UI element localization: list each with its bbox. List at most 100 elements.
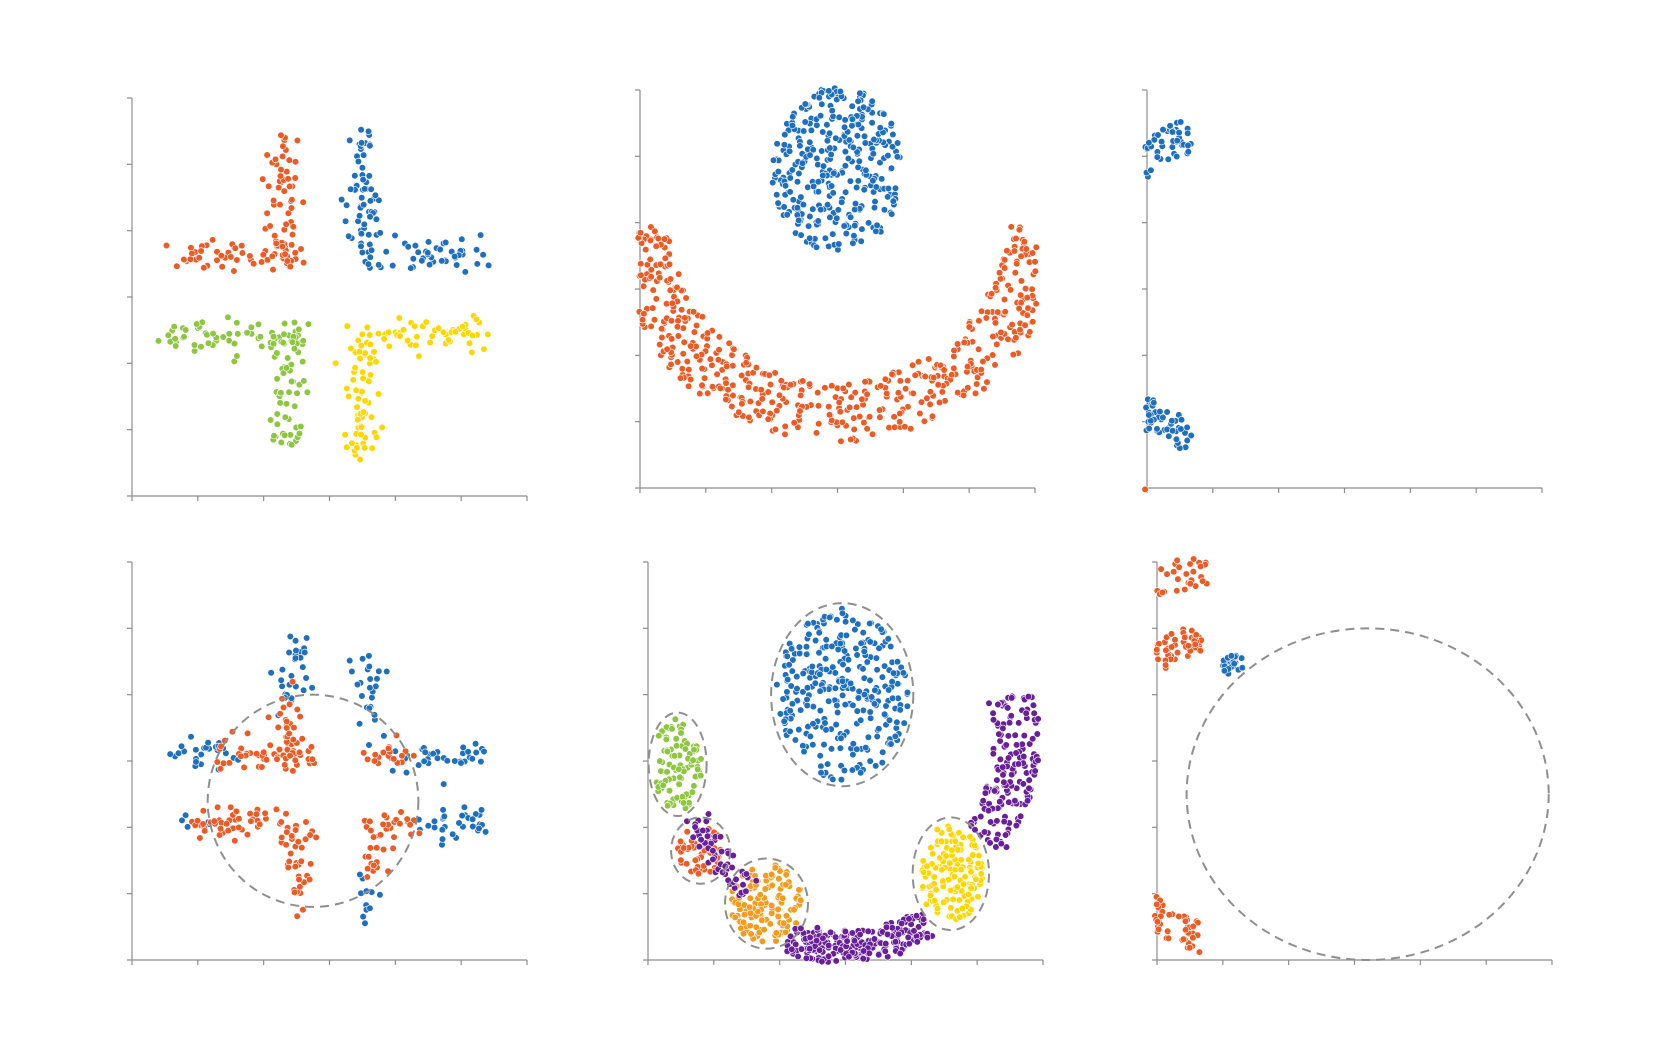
point [364, 127, 373, 136]
point [806, 933, 814, 942]
point [916, 409, 924, 418]
point [917, 398, 926, 406]
point [774, 199, 782, 207]
point [1024, 304, 1032, 312]
point [842, 631, 850, 639]
point [950, 364, 958, 372]
point [695, 843, 703, 851]
point [746, 903, 754, 911]
point [818, 100, 826, 108]
point [841, 116, 849, 124]
point [225, 330, 233, 338]
point [302, 835, 310, 843]
point [247, 817, 255, 825]
point [826, 213, 834, 221]
point [833, 214, 841, 222]
point [910, 927, 918, 935]
point [855, 687, 863, 695]
point [154, 337, 163, 345]
point [713, 370, 721, 378]
point [780, 141, 788, 149]
point [258, 258, 266, 266]
point [269, 333, 278, 341]
point [859, 665, 867, 673]
point [835, 240, 843, 248]
point [208, 236, 217, 244]
point [878, 759, 886, 767]
point [279, 703, 288, 712]
point [281, 413, 289, 421]
point [293, 912, 301, 920]
point [774, 905, 782, 914]
point [1012, 821, 1021, 830]
point [233, 256, 241, 264]
point [190, 341, 199, 349]
point [816, 707, 824, 715]
point [989, 750, 997, 758]
point [296, 713, 304, 721]
point [794, 952, 802, 961]
point [278, 242, 286, 251]
point [820, 741, 828, 749]
point [773, 680, 781, 689]
point [1032, 243, 1040, 251]
point [213, 758, 221, 766]
point [752, 364, 760, 372]
point [480, 747, 488, 756]
point [1182, 570, 1190, 578]
point [1186, 580, 1194, 588]
point [732, 875, 740, 884]
point [293, 136, 301, 145]
point [745, 413, 753, 422]
point [170, 323, 178, 331]
point [764, 415, 772, 423]
point [649, 304, 657, 312]
point [1001, 308, 1009, 316]
point [1031, 258, 1039, 266]
point [923, 394, 931, 402]
point [920, 417, 929, 425]
point [806, 234, 814, 242]
point [851, 199, 860, 208]
point [182, 326, 190, 334]
point [1169, 427, 1177, 435]
point [825, 697, 833, 705]
point [696, 390, 704, 398]
point [299, 663, 307, 671]
point [722, 395, 730, 404]
point [1004, 335, 1012, 343]
point [893, 153, 901, 161]
point [708, 383, 717, 391]
point [356, 355, 364, 363]
point [367, 413, 376, 421]
point [991, 361, 999, 369]
point [875, 644, 883, 652]
point [426, 339, 434, 347]
point [285, 730, 293, 738]
point [354, 157, 362, 166]
point [989, 716, 998, 724]
point [799, 377, 807, 385]
point [1196, 562, 1205, 571]
point [848, 929, 856, 937]
point [803, 701, 811, 710]
point [868, 119, 876, 127]
point [809, 720, 817, 728]
point [353, 403, 361, 411]
point [841, 927, 849, 936]
point [859, 628, 867, 637]
point [971, 841, 979, 850]
point [829, 112, 837, 121]
point [988, 290, 996, 298]
point [271, 155, 280, 164]
point [880, 110, 888, 118]
point [909, 389, 917, 398]
point [959, 880, 968, 888]
point [809, 703, 817, 711]
point [773, 191, 781, 199]
point [835, 113, 843, 121]
point [1026, 328, 1034, 336]
point [694, 765, 702, 773]
point [638, 316, 647, 324]
point [347, 344, 355, 352]
